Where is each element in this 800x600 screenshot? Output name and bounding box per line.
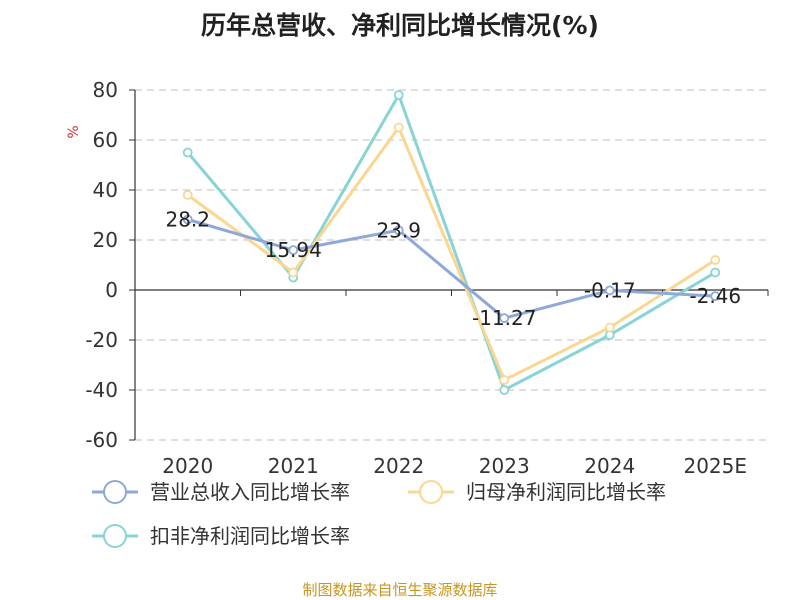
data-point bbox=[393, 225, 404, 236]
y-tick-label: 20 bbox=[93, 228, 118, 252]
data-label: 28.2 bbox=[165, 208, 210, 232]
x-tick-label: 2023 bbox=[479, 454, 530, 478]
data-point bbox=[604, 322, 615, 333]
series-lines bbox=[182, 90, 721, 395]
x-tick-label: 2022 bbox=[373, 454, 424, 478]
data-point bbox=[499, 375, 510, 385]
data-point bbox=[604, 285, 615, 296]
y-tick-label: 60 bbox=[93, 128, 118, 152]
source-footer: 制图数据来自恒生聚源数据库 bbox=[302, 581, 497, 599]
data-point bbox=[182, 147, 193, 158]
y-axis-unit: % bbox=[66, 125, 82, 138]
series-line bbox=[186, 126, 717, 382]
x-tick-label: 2025E bbox=[683, 454, 747, 478]
legend-marker bbox=[103, 480, 127, 504]
y-tick-label: -60 bbox=[85, 428, 118, 452]
legend-marker bbox=[419, 480, 443, 504]
legend-label: 营业总收入同比增长率 bbox=[150, 480, 350, 504]
x-tick-label: 2021 bbox=[268, 454, 319, 478]
data-label: -0.17 bbox=[584, 278, 636, 302]
data-label: -2.46 bbox=[689, 284, 741, 308]
legend-item[interactable]: 归母净利润同比增长率 bbox=[408, 480, 666, 504]
y-tick-label: 0 bbox=[105, 278, 118, 302]
y-tick-label: -20 bbox=[85, 328, 118, 352]
data-point bbox=[288, 245, 299, 256]
data-label: 15.94 bbox=[265, 238, 322, 262]
data-point bbox=[182, 190, 193, 200]
data-point bbox=[499, 385, 510, 395]
y-tick-label: 40 bbox=[93, 178, 118, 202]
y-tick-label: -40 bbox=[85, 378, 118, 402]
series-line bbox=[187, 218, 716, 320]
data-point bbox=[393, 122, 404, 133]
chart-title: 历年总营收、净利同比增长情况(%) bbox=[201, 11, 599, 40]
data-point bbox=[710, 267, 721, 278]
legend-item[interactable]: 营业总收入同比增长率 bbox=[92, 480, 350, 504]
series-line bbox=[186, 93, 717, 392]
grid-lines bbox=[135, 89, 768, 441]
data-point bbox=[288, 267, 299, 278]
y-tick-label: 80 bbox=[93, 78, 118, 102]
data-point bbox=[499, 313, 510, 324]
legend-label: 扣非净利润同比增长率 bbox=[150, 524, 350, 548]
data-point bbox=[393, 90, 404, 100]
data-point bbox=[710, 291, 721, 302]
data-point bbox=[182, 214, 193, 225]
legend-item[interactable]: 扣非净利润同比增长率 bbox=[92, 524, 350, 548]
data-label: 23.9 bbox=[376, 218, 421, 242]
x-tick-label: 2024 bbox=[584, 454, 635, 478]
data-point bbox=[710, 255, 721, 265]
axes: 80 60 40 20 0 -20 -40 -60 2020 2021 2022 2023 2024 20… bbox=[85, 78, 769, 478]
x-tick-label: 2020 bbox=[162, 454, 213, 478]
data-labels: 28.2 15.94 23.9 -11.27 -0.17 -2.46 bbox=[165, 208, 741, 331]
legend-marker bbox=[103, 524, 127, 548]
legend-label: 归母净利润同比增长率 bbox=[466, 480, 666, 504]
data-label: -11.27 bbox=[472, 306, 536, 330]
